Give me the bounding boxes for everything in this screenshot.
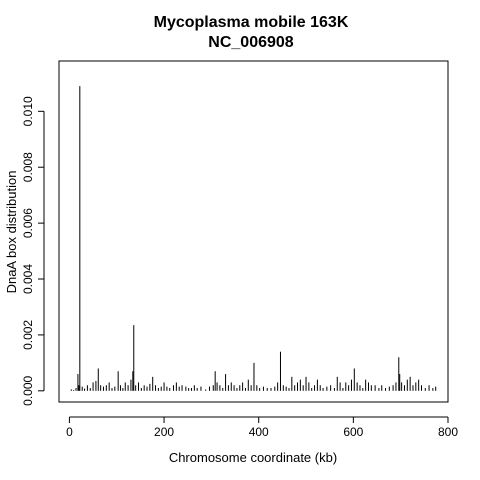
bar-series xyxy=(70,86,437,391)
x-axis-label: Chromosome coordinate (kb) xyxy=(169,450,337,465)
y-tick-label: 0.010 xyxy=(21,96,35,126)
y-tick-label: 0.000 xyxy=(21,375,35,405)
x-tick-label: 200 xyxy=(154,425,174,439)
x-tick-label: 0 xyxy=(66,425,73,439)
plot-frame xyxy=(58,60,449,403)
x-axis: 0 200 400 600 800 xyxy=(66,416,458,439)
y-tick-label: 0.008 xyxy=(21,152,35,182)
y-tick-label: 0.004 xyxy=(21,264,35,294)
y-axis-label: DnaA box distribution xyxy=(4,171,19,294)
x-tick-label: 600 xyxy=(343,425,363,439)
y-tick-label: 0.006 xyxy=(21,208,35,238)
chart-subtitle: NC_006908 xyxy=(208,34,294,51)
y-tick-label: 0.002 xyxy=(21,320,35,350)
chart-title: Mycoplasma mobile 163K xyxy=(154,14,349,31)
y-axis: 0.000 0.002 0.004 0.006 0.008 0.010 xyxy=(21,96,45,406)
x-tick-label: 800 xyxy=(438,425,458,439)
x-tick-label: 400 xyxy=(249,425,269,439)
